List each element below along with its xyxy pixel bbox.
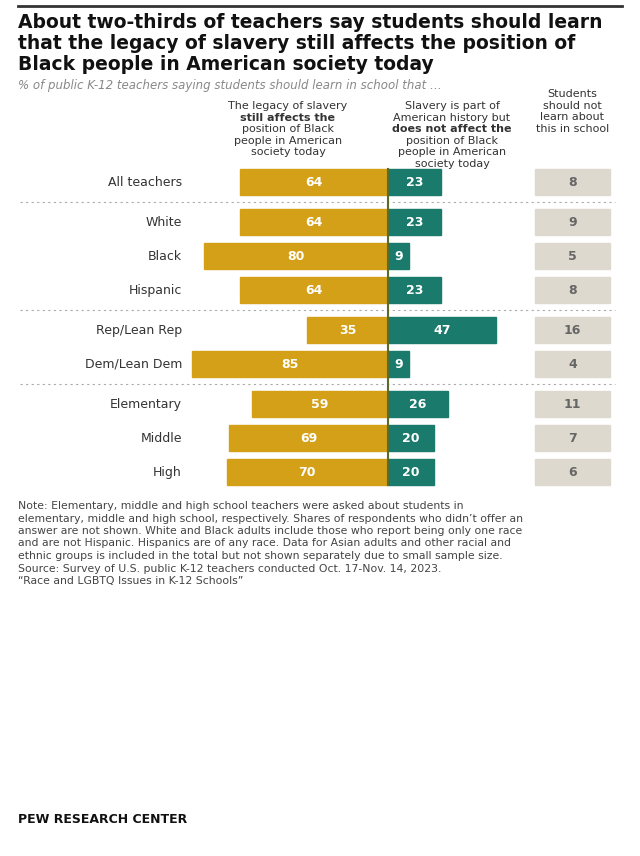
Text: 35: 35 <box>339 324 356 336</box>
Bar <box>227 459 388 485</box>
Text: 9: 9 <box>568 216 577 229</box>
Bar <box>388 169 441 195</box>
Bar <box>535 459 610 485</box>
Text: Elementary: Elementary <box>110 397 182 411</box>
Text: 69: 69 <box>300 431 317 444</box>
Text: 64: 64 <box>305 175 323 188</box>
Text: All teachers: All teachers <box>108 175 182 188</box>
Text: ethnic groups is included in the total but not shown separately due to small sam: ethnic groups is included in the total b… <box>18 551 502 561</box>
Text: position of Black: position of Black <box>242 124 334 134</box>
Text: 80: 80 <box>287 249 305 263</box>
Bar <box>535 243 610 269</box>
Text: Dem/Lean Dem: Dem/Lean Dem <box>84 358 182 371</box>
Text: American history but: American history but <box>394 112 511 122</box>
Text: “Race and LGBTQ Issues in K-12 Schools”: “Race and LGBTQ Issues in K-12 Schools” <box>18 576 243 586</box>
Text: 64: 64 <box>305 283 323 296</box>
Text: 9: 9 <box>394 358 403 371</box>
Bar <box>241 169 388 195</box>
Text: 23: 23 <box>406 216 423 229</box>
Text: 7: 7 <box>568 431 577 444</box>
Bar <box>388 277 441 303</box>
Bar <box>535 209 610 235</box>
Text: 6: 6 <box>568 466 577 479</box>
Text: 47: 47 <box>433 324 451 336</box>
Text: answer are not shown. White and Black adults include those who report being only: answer are not shown. White and Black ad… <box>18 526 522 536</box>
Text: this in school: this in school <box>536 123 609 134</box>
Text: Black: Black <box>148 249 182 263</box>
Text: that the legacy of slavery still affects the position of: that the legacy of slavery still affects… <box>18 34 575 53</box>
Bar <box>252 391 388 417</box>
Text: Slavery is part of: Slavery is part of <box>404 101 499 111</box>
Text: society today: society today <box>251 147 325 157</box>
Bar <box>388 425 434 451</box>
Text: High: High <box>153 466 182 479</box>
Text: should not: should not <box>543 100 602 110</box>
Bar <box>388 459 434 485</box>
Text: 9: 9 <box>394 249 403 263</box>
Text: 59: 59 <box>311 397 329 411</box>
Bar <box>535 391 610 417</box>
Text: 11: 11 <box>564 397 581 411</box>
Text: Source: Survey of U.S. public K-12 teachers conducted Oct. 17-Nov. 14, 2023.: Source: Survey of U.S. public K-12 teach… <box>18 563 442 574</box>
Text: learn about: learn about <box>541 112 605 122</box>
Bar <box>388 317 497 343</box>
Text: 23: 23 <box>406 175 423 188</box>
Text: Note: Elementary, middle and high school teachers were asked about students in: Note: Elementary, middle and high school… <box>18 501 463 511</box>
Bar <box>241 209 388 235</box>
Text: The legacy of slavery: The legacy of slavery <box>228 101 348 111</box>
Text: society today: society today <box>415 158 490 169</box>
Text: people in American: people in American <box>398 147 506 157</box>
Text: 70: 70 <box>298 466 316 479</box>
Bar <box>229 425 388 451</box>
Bar <box>535 317 610 343</box>
Text: still affects the: still affects the <box>241 112 335 122</box>
Text: position of Black: position of Black <box>406 135 498 146</box>
Text: 20: 20 <box>403 431 420 444</box>
Text: people in American: people in American <box>234 135 342 146</box>
Text: Rep/Lean Rep: Rep/Lean Rep <box>96 324 182 336</box>
Text: does not affect the: does not affect the <box>392 124 512 134</box>
Bar <box>535 169 610 195</box>
Bar <box>307 317 388 343</box>
Text: Students: Students <box>548 89 597 99</box>
Text: Hispanic: Hispanic <box>129 283 182 296</box>
Text: 26: 26 <box>410 397 427 411</box>
Text: 8: 8 <box>568 175 577 188</box>
Text: 5: 5 <box>568 249 577 263</box>
Text: Middle: Middle <box>141 431 182 444</box>
Text: elementary, middle and high school, respectively. Shares of respondents who didn: elementary, middle and high school, resp… <box>18 514 523 524</box>
Text: White: White <box>146 216 182 229</box>
Text: 85: 85 <box>282 358 299 371</box>
Text: 23: 23 <box>406 283 423 296</box>
Text: 16: 16 <box>564 324 581 336</box>
Bar <box>241 277 388 303</box>
Text: % of public K-12 teachers saying students should learn in school that …: % of public K-12 teachers saying student… <box>18 79 442 92</box>
Bar <box>535 351 610 377</box>
Bar <box>388 351 409 377</box>
Bar <box>388 391 448 417</box>
Bar <box>204 243 388 269</box>
Text: Black people in American society today: Black people in American society today <box>18 55 434 74</box>
Bar <box>388 243 409 269</box>
Bar <box>535 425 610 451</box>
Bar <box>535 277 610 303</box>
Text: 20: 20 <box>403 466 420 479</box>
Text: and are not Hispanic. Hispanics are of any race. Data for Asian adults and other: and are not Hispanic. Hispanics are of a… <box>18 538 511 549</box>
Bar <box>388 209 441 235</box>
Text: 4: 4 <box>568 358 577 371</box>
Text: PEW RESEARCH CENTER: PEW RESEARCH CENTER <box>18 813 188 826</box>
Text: About two-thirds of teachers say students should learn: About two-thirds of teachers say student… <box>18 13 602 32</box>
Text: 8: 8 <box>568 283 577 296</box>
Bar <box>192 351 388 377</box>
Text: 64: 64 <box>305 216 323 229</box>
